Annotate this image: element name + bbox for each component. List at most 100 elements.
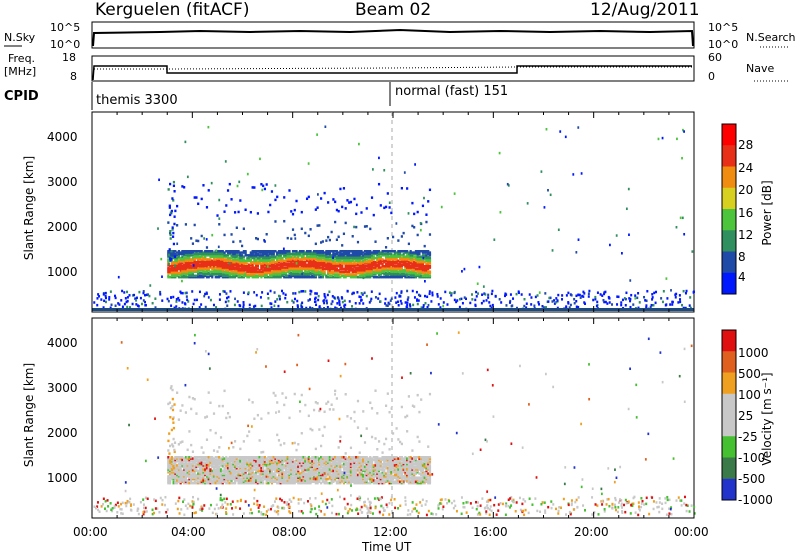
velocity-cell [295,458,298,462]
power-cell [316,259,319,263]
power-cell [321,271,324,275]
power-cell [188,250,191,253]
velocity-cell [177,457,180,460]
velocity-cell [251,456,254,459]
velocity-cell [190,443,193,447]
velocity-cell [305,460,309,463]
power-cell [177,254,180,257]
power-cell [325,250,328,253]
power-cell [291,269,295,272]
velocity-cell [258,469,261,473]
power-cell [542,306,545,309]
velocity-cell [311,468,314,471]
power-cell [197,270,200,273]
velocity-cell [195,412,198,415]
velocity-cell [205,471,209,474]
power-cell [302,256,305,260]
power-cell [304,273,307,276]
power-cell [423,255,426,258]
velocity-cell [205,475,209,478]
power-cell [406,275,409,279]
power-cell [293,260,296,264]
power-cell [188,273,191,276]
power-cell [225,267,228,271]
velocity-cell [267,464,270,467]
power-cell [218,262,221,265]
power-cell [200,262,203,265]
power-cell [197,262,200,265]
power-cell [332,260,335,264]
power-cell [475,295,478,298]
velocity-cell [284,464,288,467]
power-cell [309,255,312,258]
power-cell [260,263,263,267]
power-cell [239,252,242,256]
velocity-cell [316,479,319,482]
power-cell [580,172,583,175]
velocity-cell [211,465,214,469]
power-cell [244,266,247,269]
power-cell [235,271,238,275]
power-cell [390,297,393,300]
velocity-cell [279,476,282,479]
power-cell [239,274,242,278]
velocity-cell [300,432,303,435]
power-cell [370,266,374,269]
power-cell [93,301,96,304]
velocity-cell [248,430,251,433]
power-cell [331,295,334,298]
velocity-cell [219,471,223,474]
power-cell [223,259,226,263]
power-cell [218,223,221,226]
velocity-cell [283,465,286,469]
power-cell [353,275,356,279]
power-cell [360,260,363,264]
velocity-cell [176,472,179,475]
velocity-cell [214,477,217,481]
power-cell [207,262,210,265]
velocity-cell [176,480,179,484]
power-cell [406,301,409,304]
velocity-cell [169,466,172,470]
power-cell [411,251,414,254]
power-cell [413,274,416,278]
power-cell [298,269,302,272]
power-cell [363,258,367,261]
power-cell [428,251,432,254]
power-cell [547,188,549,192]
power-cell [286,266,289,269]
velocity-cell [304,457,307,460]
power-cell [346,252,349,256]
power-cell [226,269,230,272]
power-cell [295,267,298,271]
velocity-cell [307,464,310,467]
velocity-cell [225,464,228,467]
power-cell [436,292,439,296]
velocity-cell [256,471,259,474]
velocity-cell [183,473,186,477]
power-cell [402,256,405,260]
power-cell [508,301,511,304]
power-cell [425,262,428,265]
velocity-cell [225,461,228,464]
velocity-cell [230,456,233,459]
power-cell [360,266,363,269]
velocity-cell [174,472,177,475]
velocity-cell [216,461,219,464]
velocity-cell [176,391,179,395]
velocity-cell [207,465,210,469]
power-cell [188,252,191,256]
power-cell [267,263,270,267]
power-cell [176,266,179,269]
power-cell [381,262,384,265]
power-cell [342,274,346,278]
power-cell [184,269,188,272]
power-cell [198,251,202,254]
velocity-cell [274,475,277,478]
power-cell [276,266,279,269]
velocity-cell [295,475,298,478]
power-cell [341,250,344,253]
velocity-cell [202,456,205,459]
velocity-cell [256,477,259,481]
power-cell [169,213,172,217]
